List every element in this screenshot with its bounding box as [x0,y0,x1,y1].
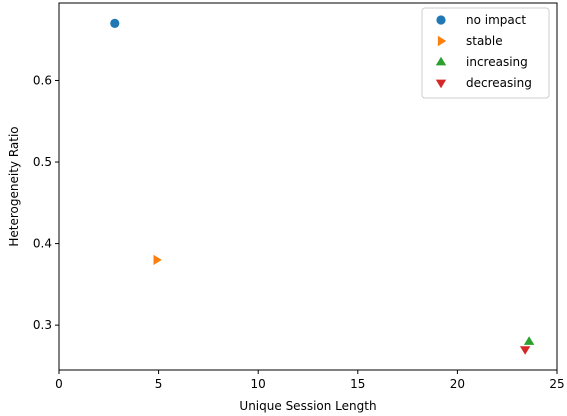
y-tick-label: 0.4 [33,237,52,251]
legend-marker [437,35,447,47]
legend-label: no impact [466,13,526,27]
data-point [110,18,120,28]
y-axis: 0.3 0.4 0.5 0.6 [33,73,59,332]
data-point [519,346,531,355]
plot-area [110,18,535,355]
data-point [153,254,162,266]
legend-marker [436,15,446,25]
legend-marker [435,79,447,89]
legend-label: increasing [466,55,528,69]
legend-label: decreasing [466,76,532,90]
data-point [523,336,535,345]
legend-box [421,7,550,99]
legend-label: stable [466,34,503,48]
y-tick-label: 0.3 [33,318,52,332]
legend: no impact stable increasing decreasing [421,7,550,99]
y-tick-label: 0.6 [33,73,52,87]
x-tick-label: 20 [450,377,465,391]
x-tick-label: 10 [251,377,266,391]
x-tick-label: 25 [549,377,564,391]
y-axis-label: Heterogeneity Ratio [7,126,21,246]
x-axis: 0 5 10 15 20 25 [55,370,565,391]
legend-marker [435,56,447,66]
y-tick-label: 0.5 [33,155,52,169]
x-axis-label: Unique Session Length [239,399,376,413]
x-tick-label: 5 [155,377,163,391]
axes-frame [58,2,558,371]
x-tick-label: 15 [350,377,365,391]
x-tick-label: 0 [55,377,63,391]
